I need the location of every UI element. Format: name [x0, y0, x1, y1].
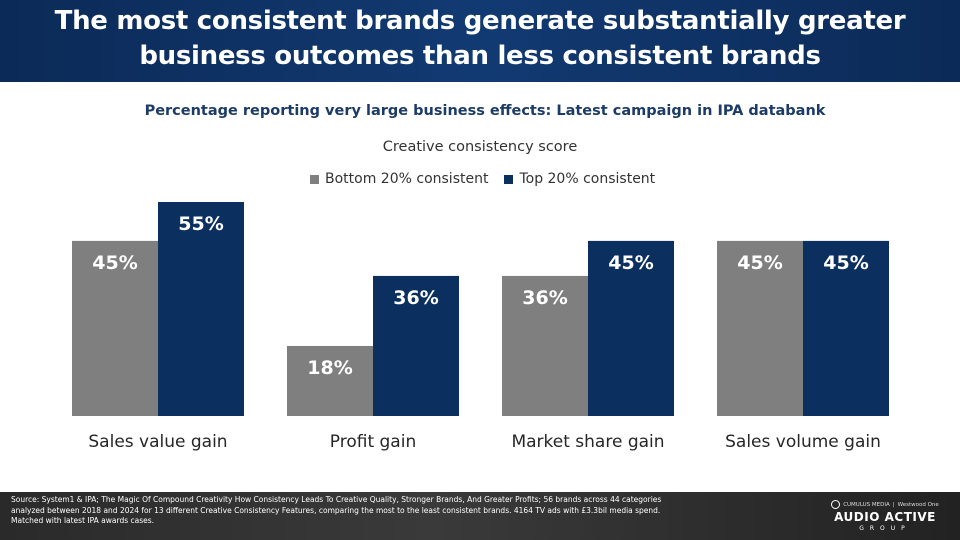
data-label-bottom-1: 18% [307, 357, 352, 379]
bar-top-2 [588, 240, 674, 416]
category-label-1: Profit gain [330, 432, 416, 452]
company-logo: CUMULUS MEDIA | Westwood One AUDIO ACTIV… [830, 500, 940, 532]
logo-partner-left: CUMULUS MEDIA [843, 501, 890, 508]
bar-bottom-0 [72, 240, 158, 416]
bar-chart: 45% 55% Sales value gain 18% 36% Profit gain 3… [72, 202, 889, 452]
category-label-3: Sales volume gain [725, 432, 881, 452]
data-label-top-2: 45% [608, 252, 653, 274]
legend-swatch-bottom [310, 174, 319, 184]
bar-top-3 [803, 240, 889, 416]
data-label-top-1: 36% [393, 287, 438, 309]
data-label-top-3: 45% [823, 252, 868, 274]
bar-top-0 [158, 202, 244, 416]
data-label-bottom-3: 45% [737, 252, 782, 274]
header-banner: The most consistent brands generate subs… [0, 0, 960, 82]
cumulus-icon [831, 500, 841, 509]
bar-bottom-2 [502, 275, 588, 416]
logo-sub-text: GROUP [859, 525, 911, 532]
chart-subtitle: Percentage reporting very large business… [144, 103, 826, 119]
logo-main-text: AUDIO ACTIVE [834, 510, 936, 524]
chart-legend: Bottom 20% consistent Top 20% consistent [310, 171, 671, 187]
legend-item-top: Top 20% consistent [504, 171, 655, 187]
logo-partner-row: CUMULUS MEDIA | Westwood One [830, 500, 940, 509]
data-label-bottom-2: 36% [522, 287, 567, 309]
legend-label-top: Top 20% consistent [519, 171, 656, 187]
bar-bottom-1 [287, 345, 373, 416]
data-label-bottom-0: 45% [92, 252, 137, 274]
legend-label-bottom: Bottom 20% consistent [325, 171, 489, 187]
bar-bottom-3 [717, 240, 803, 416]
page-title: The most consistent brands generate subs… [54, 6, 906, 71]
legend-swatch-top [504, 174, 514, 184]
category-label-0: Sales value gain [88, 432, 227, 452]
source-note: Source: System1 & IPA; The Magic Of Comp… [11, 495, 662, 525]
legend-title: Creative consistency score [382, 139, 578, 155]
footer: Source: System1 & IPA; The Magic Of Comp… [0, 492, 960, 540]
bar-top-1 [373, 275, 459, 416]
data-label-top-0: 55% [178, 213, 223, 235]
legend-item-bottom: Bottom 20% consistent [310, 171, 488, 187]
logo-partner-right: Westwood One [897, 501, 939, 508]
category-label-2: Market share gain [511, 432, 664, 452]
